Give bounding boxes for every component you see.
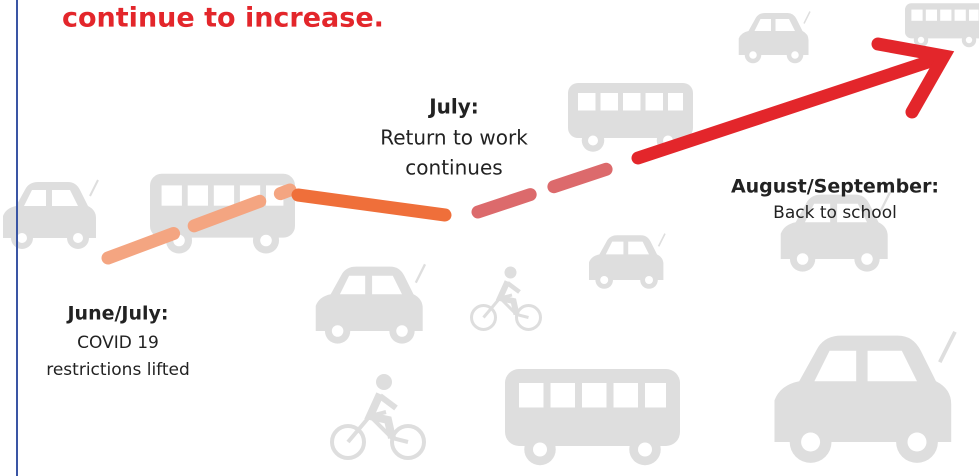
milestone-label: July: [427, 95, 479, 119]
milestone: July: Return to work continues [380, 95, 528, 180]
milestone-text: Back to school [773, 203, 897, 223]
milestone-text: restrictions lifted [46, 360, 190, 380]
milestone: June/July: COVID 19 restrictions lifted [46, 303, 190, 381]
vehicle-icons [3, 3, 979, 465]
milestone-label: August/September: [731, 176, 939, 198]
infographic: continue to increase. June/July: COVID 1… [0, 0, 979, 476]
milestone-text: COVID 19 [77, 333, 159, 353]
milestone-label: June/July: [65, 303, 168, 325]
milestone-text: continues [405, 156, 502, 180]
title: continue to increase. [62, 3, 384, 34]
milestone-text: Return to work [380, 126, 528, 150]
